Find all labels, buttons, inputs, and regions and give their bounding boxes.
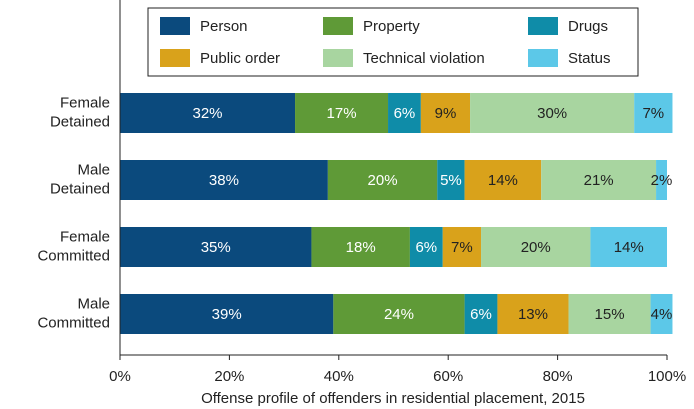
y-tick-label: Male Detained <box>50 161 110 197</box>
data-label: 9% <box>435 105 457 122</box>
data-label: 39% <box>212 306 242 323</box>
data-label: 14% <box>614 239 644 256</box>
data-label: 2% <box>651 172 673 189</box>
legend-swatch <box>323 49 353 67</box>
x-tick-label: 0% <box>109 368 131 385</box>
data-label: 24% <box>384 306 414 323</box>
x-tick-label: 80% <box>543 368 573 385</box>
legend-swatch <box>160 49 190 67</box>
data-label: 4% <box>651 306 673 323</box>
legend-label: Person <box>200 18 248 35</box>
x-tick-label: 60% <box>433 368 463 385</box>
y-tick-label: Female Committed <box>37 228 110 264</box>
bar-segment <box>409 227 443 267</box>
bar-segment <box>120 227 312 267</box>
legend-label: Technical violation <box>363 50 485 67</box>
y-tick-label: Male Committed <box>37 295 110 331</box>
data-label: 17% <box>327 105 357 122</box>
bar-segment <box>497 294 569 334</box>
bar-segment <box>442 227 482 267</box>
bar-segment <box>437 160 465 200</box>
data-label: 13% <box>518 306 548 323</box>
y-tick-label: Female Detained <box>50 94 110 130</box>
legend-swatch <box>160 17 190 35</box>
legend-swatch <box>528 17 558 35</box>
data-label: 38% <box>209 172 239 189</box>
legend-label: Status <box>568 50 611 67</box>
bar-segment <box>541 160 657 200</box>
data-label: 15% <box>595 306 625 323</box>
data-label: 6% <box>394 105 416 122</box>
data-label: 18% <box>346 239 376 256</box>
bar-segment <box>634 93 673 133</box>
bar-segment <box>120 160 328 200</box>
data-label: 6% <box>415 239 437 256</box>
data-label: 20% <box>521 239 551 256</box>
data-label: 35% <box>201 239 231 256</box>
data-label: 7% <box>642 105 664 122</box>
bar-segment <box>590 227 667 267</box>
bar-segment <box>650 294 673 334</box>
data-label: 5% <box>440 172 462 189</box>
bar-segment <box>295 93 389 133</box>
bar-segment <box>327 160 438 200</box>
data-label: 20% <box>368 172 398 189</box>
bar-segment <box>420 93 471 133</box>
x-tick-label: 100% <box>648 368 686 385</box>
bar-segment <box>333 294 465 334</box>
data-label: 14% <box>488 172 518 189</box>
data-label: 30% <box>537 105 567 122</box>
legend-label: Drugs <box>568 18 608 35</box>
x-axis-label: Offense profile of offenders in resident… <box>201 390 585 407</box>
data-label: 7% <box>451 239 473 256</box>
legend-label: Property <box>363 18 420 35</box>
legend-label: Public order <box>200 50 280 67</box>
bar-segment <box>464 294 498 334</box>
bar-segment <box>481 227 591 267</box>
data-label: 21% <box>584 172 614 189</box>
legend-swatch <box>323 17 353 35</box>
bar-segment <box>388 93 421 133</box>
bar-segment <box>120 294 334 334</box>
x-tick-label: 40% <box>324 368 354 385</box>
bar-segment <box>464 160 542 200</box>
data-label: 32% <box>193 105 223 122</box>
legend-swatch <box>528 49 558 67</box>
bar-segment <box>311 227 410 267</box>
bar-segment <box>568 294 651 334</box>
bar-segment <box>120 93 296 133</box>
x-tick-label: 20% <box>214 368 244 385</box>
data-label: 6% <box>470 306 492 323</box>
bar-segment <box>470 93 635 133</box>
bar-segment <box>656 160 667 200</box>
